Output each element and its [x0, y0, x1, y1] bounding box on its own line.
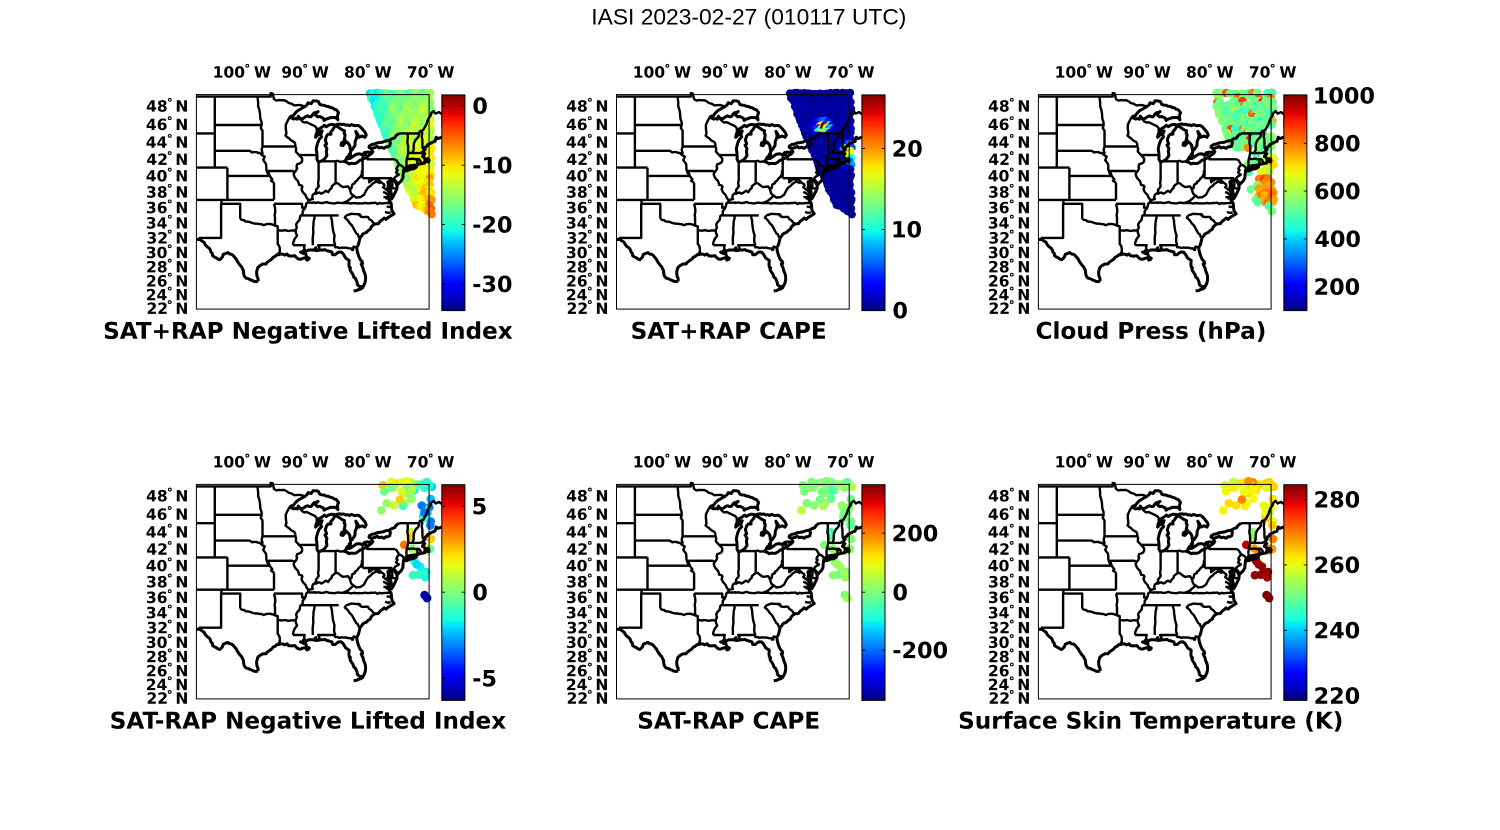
svg-text:IASI 2023-02-27 (010117 UTC): IASI 2023-02-27 (010117 UTC): [591, 5, 906, 30]
